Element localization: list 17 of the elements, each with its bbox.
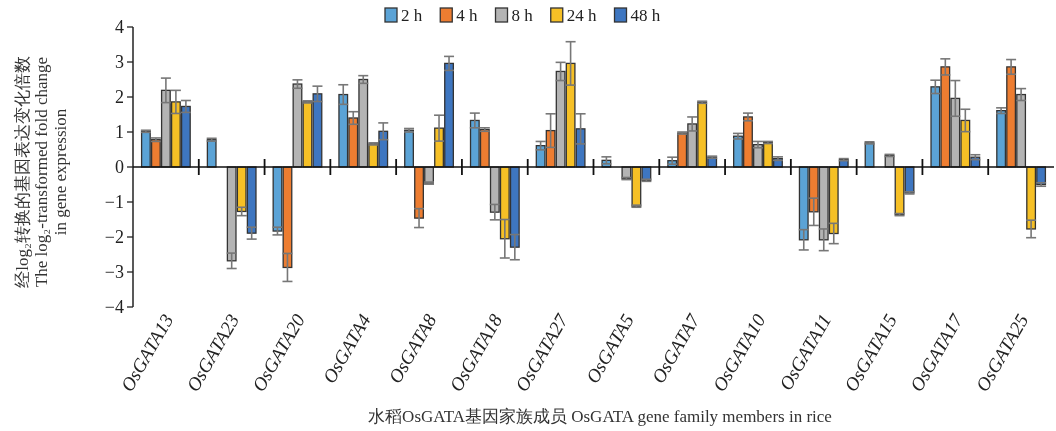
y-axis-title: 经log₂转换的基因表达变化倍数 The log₂-transformed fold change in gene expression (13, 56, 70, 288)
y-tick-label: 4 (115, 17, 124, 37)
bar (404, 129, 414, 168)
legend-label: 48 h (630, 6, 661, 25)
legend-label: 4 h (456, 6, 478, 25)
y-tick-label: 3 (115, 52, 124, 72)
y-tick-label: 2 (115, 87, 124, 107)
x-axis-title: 水稻OsGATA基因家族成员 OsGATA gene family members in rice (368, 407, 832, 426)
legend-label: 2 h (401, 6, 423, 25)
y-tick-label: −2 (104, 227, 124, 247)
y-tick-label: 0 (115, 157, 124, 177)
y-tick-label: −1 (104, 192, 124, 212)
y-tick-label: −4 (104, 297, 124, 317)
y-tick-label: 1 (115, 122, 124, 142)
legend-label: 24 h (566, 6, 597, 25)
y-tick-label: −3 (104, 262, 124, 282)
legend-label: 8 h (511, 6, 534, 25)
